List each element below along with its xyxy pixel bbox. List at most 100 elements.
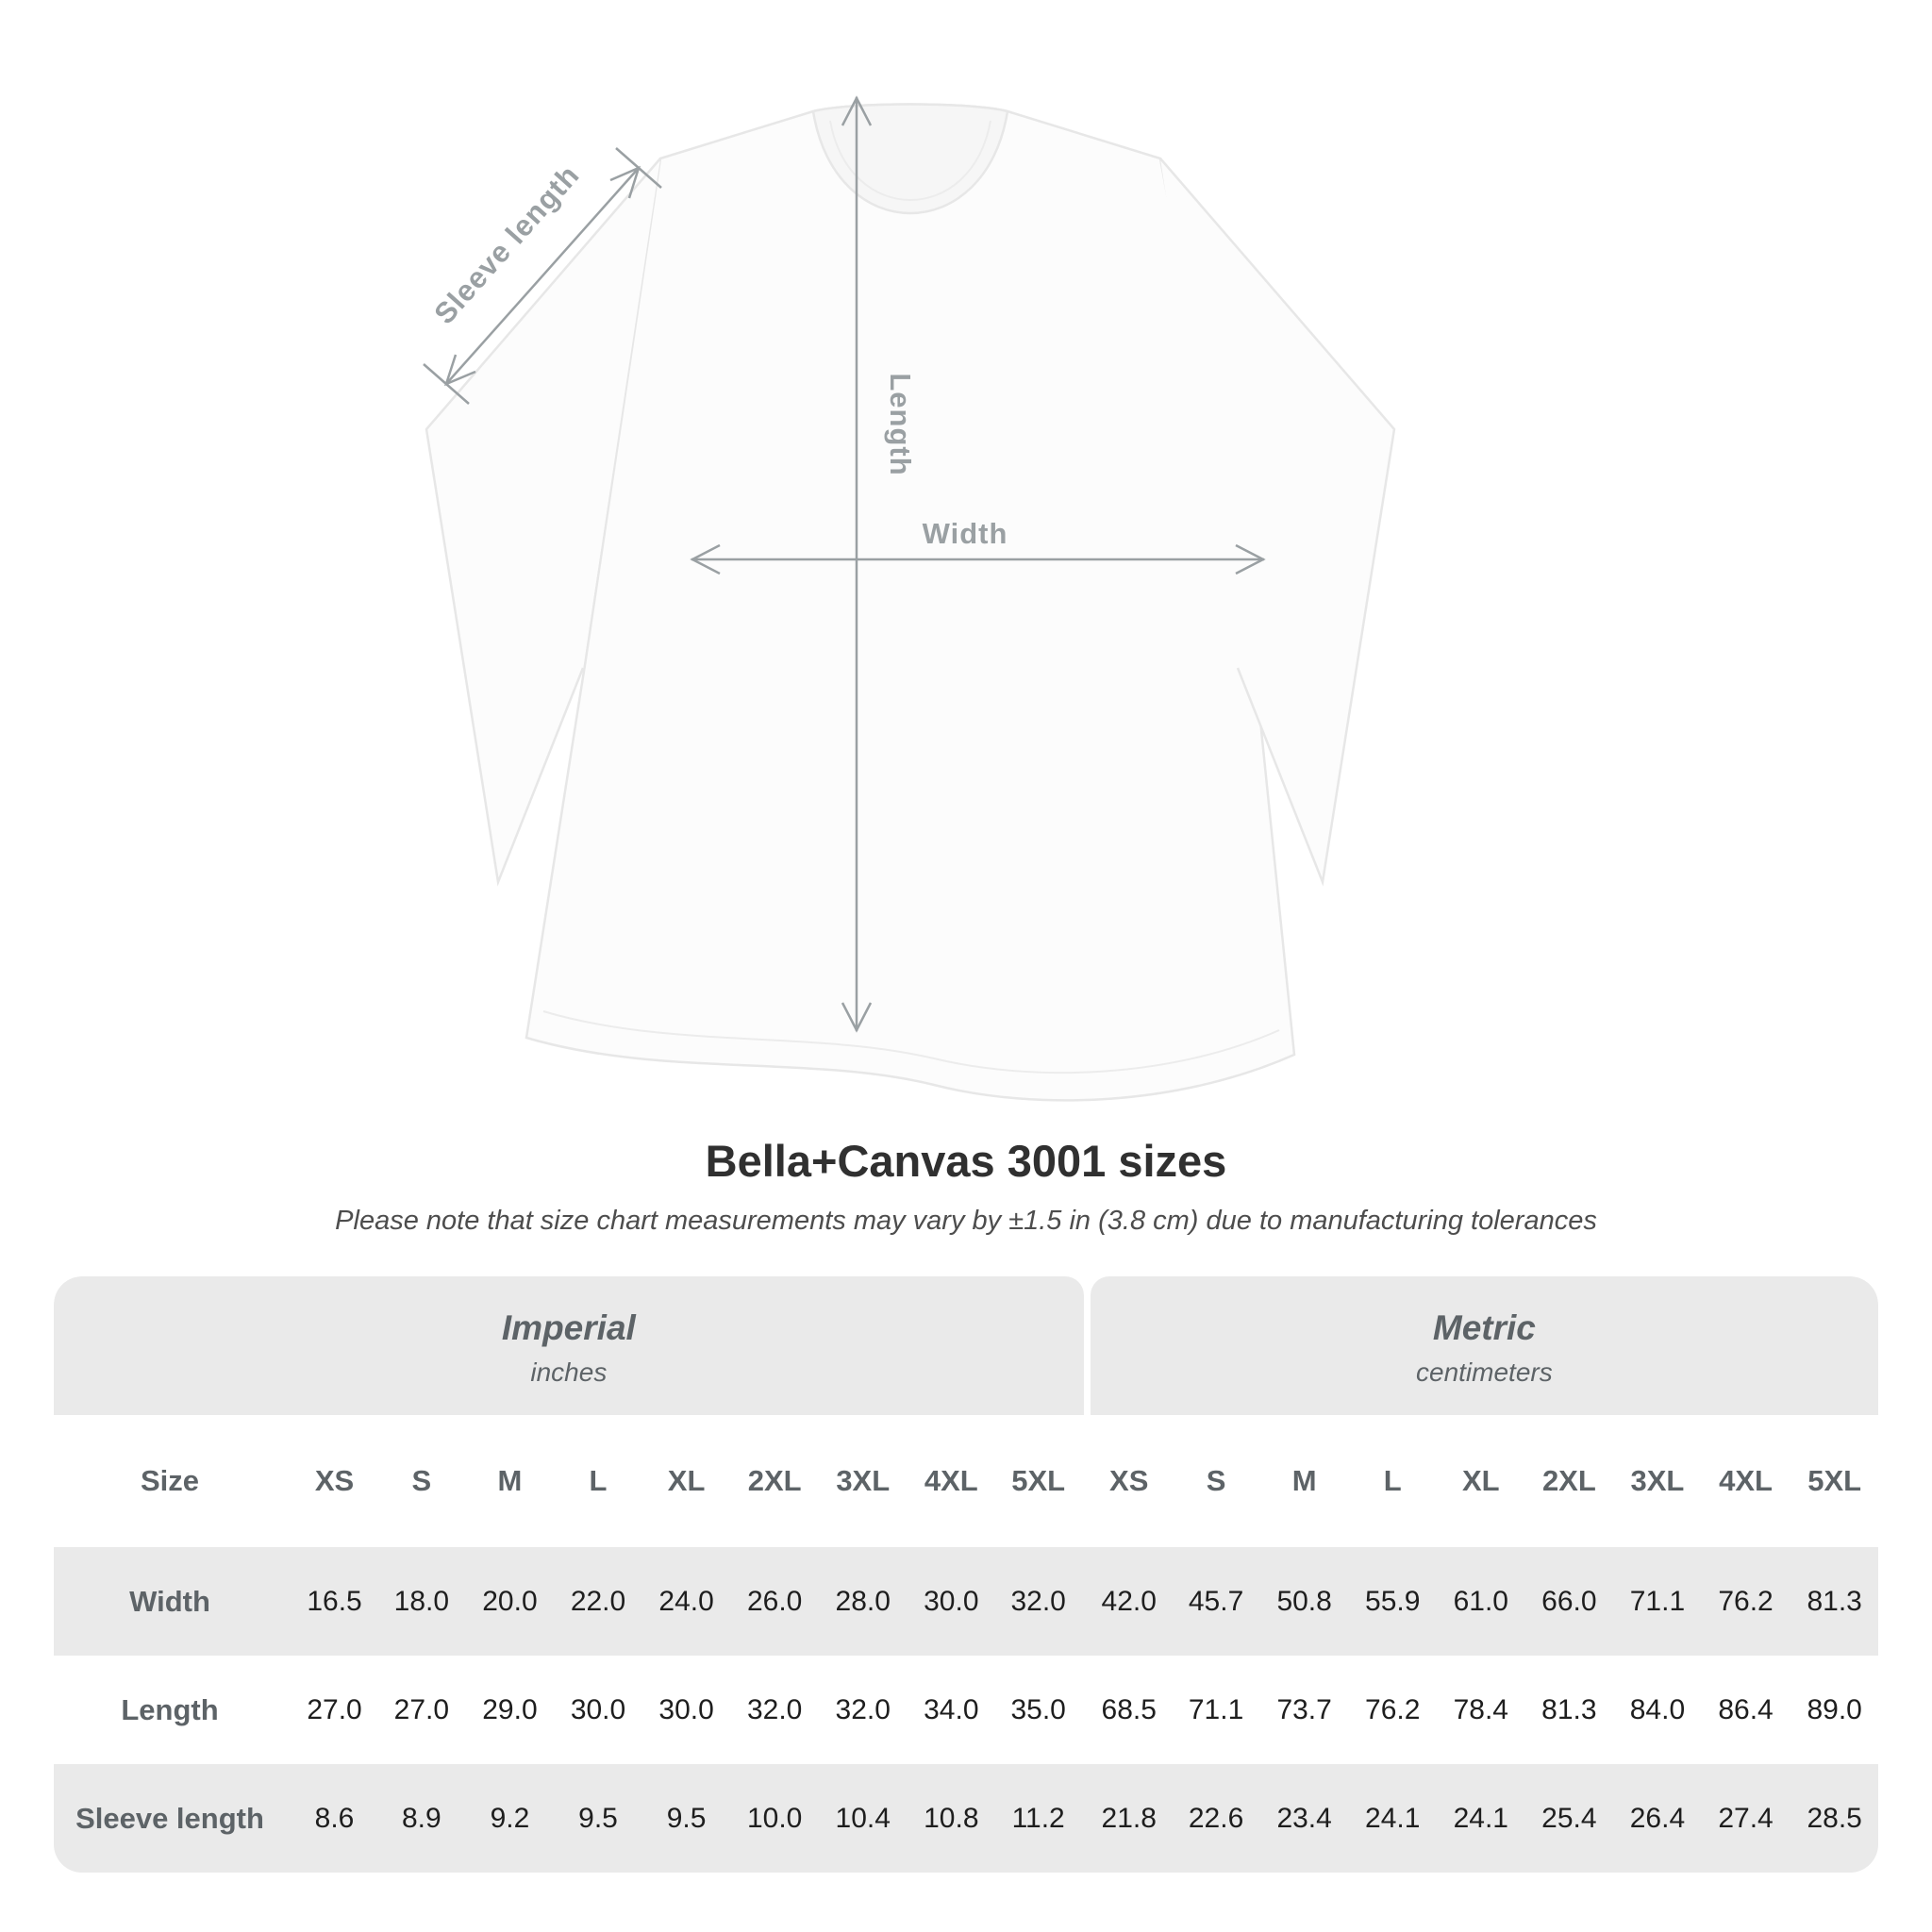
value-cell: 24.1 xyxy=(1437,1764,1525,1873)
size-header-row: Size XS S M L XL 2XL 3XL 4XL 5XL XS S M … xyxy=(54,1415,1878,1547)
length-measure: Length xyxy=(841,95,917,1033)
row-label: Length xyxy=(54,1656,290,1764)
collar xyxy=(811,103,1009,215)
value-cell: 66.0 xyxy=(1524,1547,1614,1656)
value-cell: 22.6 xyxy=(1172,1764,1260,1873)
value-cell: 10.4 xyxy=(818,1764,908,1873)
value-cell: 55.9 xyxy=(1348,1547,1437,1656)
value-cell: 20.0 xyxy=(465,1547,555,1656)
value-cell: 45.7 xyxy=(1172,1547,1260,1656)
hem-stitch xyxy=(542,1010,1280,1074)
value-cell: 26.4 xyxy=(1613,1764,1702,1873)
value-cell: 32.0 xyxy=(730,1656,819,1764)
value-cell: 26.0 xyxy=(730,1547,819,1656)
metric-panel: Metric centimeters xyxy=(1090,1276,1878,1415)
value-cell: 27.4 xyxy=(1701,1764,1790,1873)
value-cell: 18.0 xyxy=(377,1547,466,1656)
value-cell: 68.5 xyxy=(1083,1656,1173,1764)
value-cell: 28.5 xyxy=(1790,1764,1878,1873)
imperial-label: Imperial xyxy=(501,1307,636,1347)
value-cell: 35.0 xyxy=(995,1656,1084,1764)
collar-seam xyxy=(829,120,991,201)
value-cell: 32.0 xyxy=(818,1656,908,1764)
row-label: Width xyxy=(54,1547,290,1656)
size-cell: 2XL xyxy=(1524,1415,1614,1547)
value-cell: 76.2 xyxy=(1348,1656,1437,1764)
size-cell: XL xyxy=(641,1415,731,1547)
value-cell: 11.2 xyxy=(995,1764,1084,1873)
width-row: Width 16.5 18.0 20.0 22.0 24.0 26.0 28.0… xyxy=(54,1547,1878,1656)
size-cell: 2XL xyxy=(730,1415,819,1547)
imperial-sublabel: inches xyxy=(530,1357,608,1387)
size-chart-card: Imperial inches Metric centimeters Size xyxy=(54,1276,1878,1873)
value-cell: 27.0 xyxy=(289,1656,378,1764)
size-cell: M xyxy=(1259,1415,1349,1547)
size-cell: 5XL xyxy=(995,1415,1084,1547)
value-cell: 23.4 xyxy=(1259,1764,1349,1873)
right-sleeve xyxy=(1160,158,1394,882)
value-cell: 73.7 xyxy=(1259,1656,1349,1764)
value-cell: 25.4 xyxy=(1524,1764,1614,1873)
size-cell: 4XL xyxy=(907,1415,996,1547)
size-table: Size XS S M L XL 2XL 3XL 4XL 5XL XS S M … xyxy=(54,1415,1878,1873)
value-cell: 30.0 xyxy=(554,1656,642,1764)
size-cell: M xyxy=(465,1415,555,1547)
value-cell: 32.0 xyxy=(995,1547,1084,1656)
left-sleeve-edge xyxy=(425,158,661,887)
value-cell: 10.0 xyxy=(730,1764,819,1873)
value-cell: 61.0 xyxy=(1437,1547,1525,1656)
value-cell: 50.8 xyxy=(1259,1547,1349,1656)
value-cell: 30.0 xyxy=(641,1656,731,1764)
value-cell: 16.5 xyxy=(289,1547,378,1656)
value-cell: 34.0 xyxy=(907,1656,996,1764)
value-cell: 78.4 xyxy=(1437,1656,1525,1764)
width-label: Width xyxy=(923,517,1008,550)
row-label: Sleeve length xyxy=(54,1764,290,1873)
page-title: Bella+Canvas 3001 sizes xyxy=(705,1136,1227,1186)
metric-sublabel: centimeters xyxy=(1416,1357,1553,1387)
size-header-cell: Size xyxy=(54,1415,290,1547)
value-cell: 86.4 xyxy=(1701,1656,1790,1764)
size-cell: 4XL xyxy=(1701,1415,1790,1547)
sleeve-length-row: Sleeve length 8.6 8.9 9.2 9.5 9.5 10.0 1… xyxy=(54,1764,1878,1873)
value-cell: 9.5 xyxy=(554,1764,642,1873)
value-cell: 9.5 xyxy=(641,1764,731,1873)
value-cell: 81.3 xyxy=(1790,1547,1878,1656)
length-label: Length xyxy=(884,373,917,475)
left-sleeve xyxy=(426,158,660,882)
size-cell: 5XL xyxy=(1790,1415,1878,1547)
value-cell: 30.0 xyxy=(907,1547,996,1656)
tshirt-illustration: Length Width Sleeve length xyxy=(423,95,1396,1102)
size-cell: XS xyxy=(289,1415,378,1547)
value-cell: 10.8 xyxy=(907,1764,996,1873)
value-cell: 8.9 xyxy=(377,1764,466,1873)
value-cell: 76.2 xyxy=(1701,1547,1790,1656)
size-cell: L xyxy=(1348,1415,1437,1547)
right-sleeve-edge xyxy=(1159,158,1396,887)
value-cell: 24.0 xyxy=(641,1547,731,1656)
value-cell: 9.2 xyxy=(465,1764,555,1873)
size-cell: S xyxy=(1172,1415,1260,1547)
width-measure: Width xyxy=(690,517,1266,575)
value-cell: 27.0 xyxy=(377,1656,466,1764)
value-cell: 29.0 xyxy=(465,1656,555,1764)
size-cell: L xyxy=(554,1415,642,1547)
value-cell: 24.1 xyxy=(1348,1764,1437,1873)
value-cell: 84.0 xyxy=(1613,1656,1702,1764)
size-cell: XS xyxy=(1083,1415,1173,1547)
value-cell: 71.1 xyxy=(1613,1547,1702,1656)
size-cell: XL xyxy=(1437,1415,1525,1547)
value-cell: 42.0 xyxy=(1083,1547,1173,1656)
value-cell: 22.0 xyxy=(554,1547,642,1656)
tolerance-note: Please note that size chart measurements… xyxy=(335,1206,1597,1236)
value-cell: 21.8 xyxy=(1083,1764,1173,1873)
size-cell: 3XL xyxy=(818,1415,908,1547)
value-cell: 71.1 xyxy=(1172,1656,1260,1764)
value-cell: 8.6 xyxy=(289,1764,378,1873)
size-cell: S xyxy=(377,1415,466,1547)
metric-label: Metric xyxy=(1432,1307,1536,1347)
length-row: Length 27.0 27.0 29.0 30.0 30.0 32.0 32.… xyxy=(54,1656,1878,1764)
value-cell: 89.0 xyxy=(1790,1656,1878,1764)
size-cell: 3XL xyxy=(1613,1415,1702,1547)
